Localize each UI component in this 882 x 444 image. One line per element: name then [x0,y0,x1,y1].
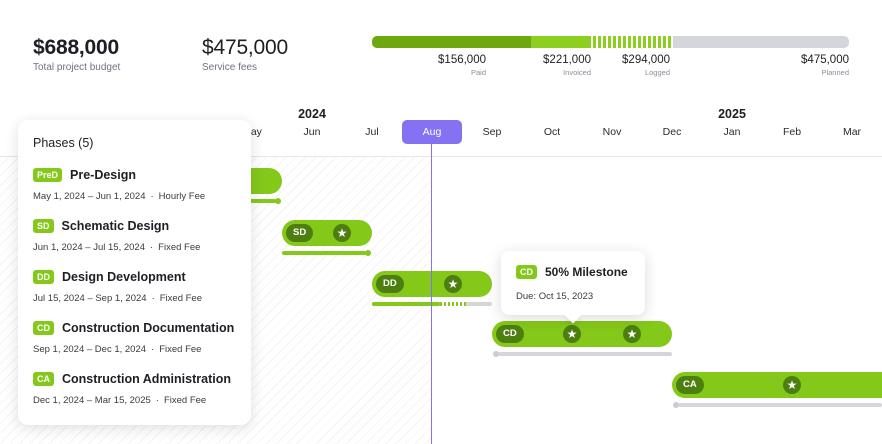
budget-label-paid: Paid [470,68,486,77]
phase-dates: Jun 1, 2024 – Jul 15, 2024 [33,242,145,253]
phase-badge: SD [33,219,54,233]
phase-badge: CA [33,372,54,386]
phase-item-construction-documentation[interactable]: CD Construction Documentation Sep 1, 202… [33,321,235,355]
star-icon[interactable]: ★ [444,275,462,293]
bar-abbr-cd: CD [496,325,524,343]
phase-fee-type: Fixed Fee [159,293,202,304]
month-oct[interactable]: Oct [543,126,561,138]
gantt-bar-schematic-design[interactable]: SD ★ [282,220,372,246]
bar-abbr-sd: SD [286,224,314,242]
month-dec[interactable]: Dec [662,126,682,138]
phase-badge: CD [33,321,54,335]
month-jul[interactable]: Jul [365,126,379,138]
progress-track-construction-administration [673,402,882,408]
budget-segment-paid[interactable] [372,36,531,48]
phase-item-construction-administration[interactable]: CA Construction Administration Dec 1, 20… [33,372,231,406]
phase-fee-type: Fixed Fee [159,344,202,355]
month-jun[interactable]: Jun [303,126,321,138]
progress-track-design-development [372,302,492,306]
gantt-bar-design-development[interactable]: DD ★ [372,271,492,297]
phases-panel: Phases (5) PreD Pre-Design May 1, 2024 –… [18,120,251,425]
progress-fill-paid [372,302,440,306]
phase-item-schematic-design[interactable]: SD Schematic Design Jun 1, 2024 – Jul 15… [33,219,201,253]
phase-name: Design Development [62,270,186,284]
phase-item-design-development[interactable]: DD Design Development Jul 15, 2024 – Sep… [33,270,202,304]
tooltip-title: 50% Milestone [545,265,628,279]
phase-dates: Sep 1, 2024 – Dec 1, 2024 [33,344,147,355]
month-mar[interactable]: Mar [842,126,862,138]
month-nov[interactable]: Nov [602,126,622,138]
service-fees-amount: $475,000 [202,36,288,59]
progress-start-dot [673,402,679,408]
star-icon[interactable]: ★ [563,325,581,343]
phase-badge: DD [33,270,54,284]
budget-label-planned: Planned [821,68,849,77]
budget-stat-planned: $475,000 Planned [801,54,849,77]
budget-stat-invoiced: $221,000 Invoiced [543,54,591,77]
bar-abbr-ca: CA [676,376,704,394]
budget-value-planned: $475,000 [801,54,849,66]
budget-value-logged: $294,000 [622,54,670,66]
phase-name: Construction Documentation [62,321,235,335]
budget-value-paid: $156,000 [438,54,486,66]
year-label-2024: 2024 [298,107,326,121]
star-icon[interactable]: ★ [623,325,641,343]
month-feb[interactable]: Feb [782,126,802,138]
progress-track-schematic-design [282,250,371,256]
budget-stat-logged: $294,000 Logged [622,54,670,77]
budget-progress-bar[interactable] [372,36,849,48]
phase-dates: Dec 1, 2024 – Mar 15, 2025 [33,395,151,406]
phase-item-pre-design[interactable]: PreD Pre-Design May 1, 2024 – Jun 1, 202… [33,168,206,202]
milestone-tooltip: CD 50% Milestone Due: Oct 15, 2023 [501,251,645,324]
budget-label-logged: Logged [644,68,670,77]
year-label-2025: 2025 [718,107,746,121]
phase-name: Schematic Design [61,219,170,233]
progress-end-dot [365,250,371,256]
star-icon[interactable]: ★ [783,376,801,394]
bar-abbr-dd: DD [376,275,404,293]
service-fees-stat: $475,000 Service fees [202,36,288,73]
phase-dates: May 1, 2024 – Jun 1, 2024 [33,191,146,202]
month-aug-current[interactable]: Aug [402,120,462,144]
total-budget-amount: $688,000 [33,36,119,59]
phase-dates: Jul 15, 2024 – Sep 1, 2024 [33,293,147,304]
gantt-bar-construction-administration[interactable]: CA ★ [672,372,882,398]
today-marker-line [431,144,432,444]
phase-name: Construction Administration [62,372,231,386]
tooltip-due-date: Due: Oct 15, 2023 [516,291,594,302]
budget-segment-planned[interactable] [673,36,849,48]
total-budget-label: Total project budget [33,62,121,73]
progress-end-dot [275,198,281,204]
gantt-bar-construction-documentation[interactable]: CD ★ ★ [492,321,672,347]
phase-name: Pre-Design [70,168,137,182]
tooltip-phase-badge: CD [516,265,537,279]
budget-label-invoiced: Invoiced [563,68,591,77]
service-fees-label: Service fees [202,62,258,73]
month-sep[interactable]: Sep [482,126,502,138]
phase-fee-type: Hourly Fee [158,191,206,202]
timeline-axis-divider [0,156,882,157]
phases-panel-title: Phases (5) [33,136,94,150]
month-jan[interactable]: Jan [723,126,741,138]
progress-track-construction-documentation [493,351,672,357]
budget-segment-invoiced[interactable] [531,36,591,48]
phase-fee-type: Fixed Fee [158,242,201,253]
budget-value-invoiced: $221,000 [543,54,591,66]
budget-stat-paid: $156,000 Paid [438,54,486,77]
star-icon[interactable]: ★ [333,224,351,242]
total-budget-stat: $688,000 Total project budget [33,36,120,73]
tooltip-header: CD 50% Milestone [516,265,628,279]
phase-badge: PreD [33,168,63,182]
progress-fill-logged [440,302,466,306]
budget-segment-logged[interactable] [593,36,671,48]
progress-start-dot [493,351,499,357]
phase-fee-type: Fixed Fee [163,395,207,406]
